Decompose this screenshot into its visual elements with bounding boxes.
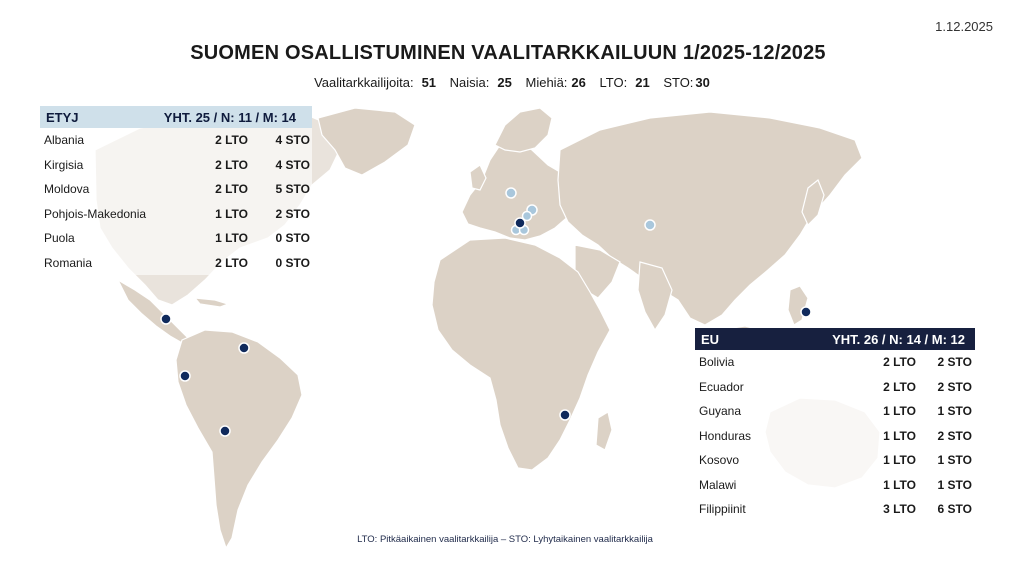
- country-name: Kirgisia: [44, 157, 84, 172]
- lto-count: 1 LTO: [883, 404, 916, 419]
- sto-count: 2 STO: [937, 355, 972, 370]
- stat-value: 26: [571, 75, 586, 90]
- table-row: Puola 1 LTO 0 STO: [40, 226, 312, 251]
- stat-observers: Vaalitarkkailijoita: 51: [314, 75, 436, 90]
- greenland-landmass: [317, 107, 416, 176]
- country-name: Bolivia: [699, 355, 735, 370]
- lto-count: 3 LTO: [883, 502, 916, 517]
- stat-label: STO:: [663, 75, 694, 90]
- lto-count: 1 LTO: [883, 477, 916, 492]
- country-name: Guyana: [699, 404, 742, 419]
- lto-count: 1 LTO: [215, 231, 248, 246]
- stat-value: 30: [695, 75, 710, 90]
- stat-sto: STO: 30: [663, 75, 710, 90]
- sto-count: 1 STO: [937, 404, 972, 419]
- etyj-header: ETYJ YHT. 25 / N: 11 / M: 14: [40, 106, 312, 128]
- etyj-summary: YHT. 25 / N: 11 / M: 14: [163, 109, 296, 125]
- etyj-panel: ETYJ YHT. 25 / N: 11 / M: 14 Albania 2 LT…: [40, 106, 312, 275]
- uk-landmass: [469, 164, 487, 191]
- marker-guyana[interactable]: [238, 342, 250, 354]
- lto-count: 2 LTO: [215, 157, 248, 172]
- table-row: Bolivia 2 LTO 2 STO: [695, 350, 975, 375]
- sto-count: 1 STO: [937, 477, 972, 492]
- country-name: Albania: [44, 133, 85, 148]
- table-row: Ecuador 2 LTO 2 STO: [695, 375, 975, 400]
- table-row: Albania 2 LTO 4 STO: [40, 128, 312, 153]
- stat-value: 51: [421, 75, 437, 90]
- caribbean-islands: [193, 297, 230, 308]
- eu-panel: EU YHT. 26 / N: 14 / M: 12 Bolivia 2 LTO 2…: [695, 328, 975, 522]
- stat-men: Miehiä: 26: [526, 75, 586, 90]
- lto-count: 1 LTO: [883, 453, 916, 468]
- lto-count: 1 LTO: [215, 206, 248, 221]
- country-name: Malawi: [699, 477, 737, 492]
- table-row: Moldova 2 LTO 5 STO: [40, 177, 312, 202]
- sto-count: 2 STO: [937, 379, 972, 394]
- country-name: Romania: [44, 255, 93, 270]
- country-name: Filippiinit: [699, 502, 746, 517]
- eu-name: EU: [701, 331, 720, 347]
- marker-philippines[interactable]: [800, 306, 812, 318]
- marker-moldova[interactable]: [521, 210, 533, 222]
- stat-lto: LTO: 21: [600, 75, 650, 90]
- marker-bolivia[interactable]: [219, 425, 231, 437]
- stat-value: 25: [497, 75, 512, 90]
- report-date: 1.12.2025: [935, 19, 993, 34]
- country-name: Puola: [44, 231, 75, 246]
- marker-poland[interactable]: [505, 187, 517, 199]
- sto-count: 5 STO: [275, 182, 310, 197]
- marker-ecuador[interactable]: [179, 370, 191, 382]
- lto-count: 2 LTO: [215, 182, 248, 197]
- footnote: LTO: Pitkäaikainen vaalitarkkailija – ST…: [357, 534, 653, 545]
- etyj-name: ETYJ: [46, 109, 79, 125]
- scandinavia-landmass: [494, 107, 553, 153]
- stat-label: Naisia:: [449, 75, 490, 90]
- sto-count: 6 STO: [937, 502, 972, 517]
- country-name: Honduras: [699, 428, 752, 443]
- country-name: Kosovo: [699, 453, 740, 468]
- lto-count: 2 LTO: [883, 355, 916, 370]
- page-title: SUOMEN OSALLISTUMINEN VAALITARKKAILUUN 1…: [190, 42, 826, 64]
- stat-label: Vaalitarkkailijoita:: [314, 75, 414, 90]
- asia-landmass: [557, 111, 863, 326]
- sto-count: 2 STO: [937, 428, 972, 443]
- table-row: Kosovo 1 LTO 1 STO: [695, 448, 975, 473]
- sto-count: 0 STO: [275, 231, 310, 246]
- table-row: Kirgisia 2 LTO 4 STO: [40, 153, 312, 178]
- marker-honduras[interactable]: [160, 313, 172, 325]
- japan-landmass: [801, 179, 825, 227]
- marker-malawi[interactable]: [559, 409, 571, 421]
- table-row: Guyana 1 LTO 1 STO: [695, 399, 975, 424]
- sto-count: 4 STO: [275, 133, 310, 148]
- marker-kyrgyzstan[interactable]: [644, 219, 656, 231]
- eu-summary: YHT. 26 / N: 14 / M: 12: [832, 331, 965, 347]
- lto-count: 2 LTO: [215, 255, 248, 270]
- stat-label: LTO:: [599, 75, 628, 90]
- table-row: Romania 2 LTO 0 STO: [40, 251, 312, 276]
- stat-value: 21: [635, 75, 650, 90]
- table-row: Pohjois-Makedonia 1 LTO 2 STO: [40, 202, 312, 227]
- lto-count: 2 LTO: [883, 379, 916, 394]
- table-row: Filippiinit 3 LTO 6 STO: [695, 497, 975, 522]
- lto-count: 2 LTO: [215, 133, 248, 148]
- stat-women: Naisia: 25: [450, 75, 512, 90]
- table-row: Malawi 1 LTO 1 STO: [695, 473, 975, 498]
- sto-count: 0 STO: [275, 255, 310, 270]
- madagascar-landmass: [595, 411, 613, 451]
- country-name: Moldova: [44, 182, 90, 197]
- country-name: Ecuador: [699, 379, 744, 394]
- marker-kosovo[interactable]: [514, 217, 526, 229]
- country-name: Pohjois-Makedonia: [44, 206, 147, 221]
- sto-count: 4 STO: [275, 157, 310, 172]
- eu-header: EU YHT. 26 / N: 14 / M: 12: [695, 328, 975, 350]
- table-row: Honduras 1 LTO 2 STO: [695, 424, 975, 449]
- summary-stats: Vaalitarkkailijoita: 51 Naisia: 25 Miehiä:…: [0, 75, 1024, 90]
- stat-label: Miehiä:: [525, 75, 568, 90]
- south-america-landmass: [175, 329, 303, 550]
- sto-count: 2 STO: [275, 206, 310, 221]
- lto-count: 1 LTO: [883, 428, 916, 443]
- sto-count: 1 STO: [937, 453, 972, 468]
